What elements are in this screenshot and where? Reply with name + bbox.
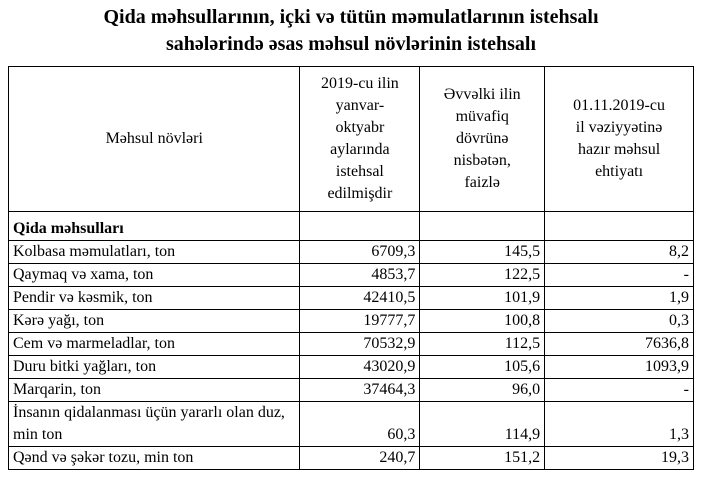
- table-row: Qənd və şəkər tozu, min ton 240,7 151,2 19,…: [7, 446, 694, 470]
- name-cell: Qaymaq və xama, ton: [7, 263, 301, 287]
- value-cell: 8,2: [544, 240, 694, 264]
- table-row: Marqarin, ton 37464,3 96,0-: [7, 378, 694, 402]
- name-cell: İnsanın qidalanması üçün yararlı olan du…: [7, 401, 301, 447]
- table-row: İnsanın qidalanması üçün yararlı olan du…: [7, 401, 694, 447]
- table-row: Qaymaq və xama, ton 4853,7 122,5-: [7, 263, 694, 287]
- header-cell: 01.11.2019-cu il vəziyyətinə hazır məhsul e…: [544, 66, 694, 212]
- section-label: Qida məhsulları: [7, 211, 301, 241]
- value-cell: 19777,7: [299, 309, 421, 333]
- table-row: Kərə yağı, ton 19777,7 100,8 0,3: [7, 309, 694, 333]
- value-cell: 42410,5: [299, 286, 421, 310]
- name-cell: Pendir və kəsmik, ton: [7, 286, 301, 310]
- page: Qida məhsullarının, içki və tütün məmula…: [0, 4, 702, 499]
- table-row: Kolbasa məmulatları, ton 6709,3 145,5 8,2: [7, 240, 694, 264]
- header-text: yanvar-: [335, 97, 385, 114]
- header-cell: 2019-cu ilin yanvar-oktyabr aylarında isteh…: [299, 66, 421, 212]
- value-cell: 122,5: [419, 263, 546, 287]
- value-cell: 105,6: [419, 355, 546, 379]
- value-cell: 112,5: [419, 332, 546, 356]
- name-cell: Marqarin, ton: [7, 378, 301, 402]
- name-cell: Qənd və şəkər tozu, min ton: [7, 446, 301, 470]
- value-cell: 1,9: [544, 286, 694, 310]
- value-cell: 240,7: [299, 446, 421, 470]
- value-cell: 151,2: [419, 446, 546, 470]
- value-cell: 0,3: [544, 309, 694, 333]
- value-cell: 6709,3: [299, 240, 421, 264]
- header-text: ehtiyatı: [595, 163, 644, 180]
- header-text: faizlə: [464, 174, 500, 191]
- value-cell: -: [544, 263, 694, 287]
- header-text: müvafiq: [455, 108, 509, 125]
- title: Qida məhsullarının, içki və tütün məmula…: [0, 4, 702, 62]
- header-text: Məhsul növləri: [105, 130, 203, 147]
- header-cell: Məhsul növləri: [7, 66, 301, 212]
- header-text: dövrünə: [456, 130, 509, 147]
- header-text: 2019-cu ilin: [321, 75, 399, 92]
- value-cell: 1093,9: [544, 355, 694, 379]
- header-text: edilmişdir: [327, 185, 393, 202]
- table: Məhsul növləri 2019-cu ilin yanvar-oktyabr…: [7, 66, 694, 470]
- header-text: hazır məhsul: [577, 141, 661, 158]
- table-row: Pendir və kəsmik, ton 42410,5 101,9 1,9: [7, 286, 694, 310]
- value-cell: -: [544, 378, 694, 402]
- header-text: oktyabr: [335, 119, 385, 136]
- title-line: Qida məhsullarının, içki və tütün məmula…: [103, 6, 599, 28]
- value-cell: 1,3: [544, 401, 694, 447]
- name-cell: Kərə yağı, ton: [7, 309, 301, 333]
- header-text: nisbətən,: [453, 152, 511, 169]
- value-cell: 96,0: [419, 378, 546, 402]
- value-cell: 114,9: [419, 401, 546, 447]
- value-cell: 7636,8: [544, 332, 694, 356]
- cell: [419, 211, 546, 241]
- value-cell: 43020,9: [299, 355, 421, 379]
- header-text: istehsal: [335, 163, 384, 180]
- cell: [299, 211, 421, 241]
- value-cell: 60,3: [299, 401, 421, 447]
- header-text: 01.11.2019-cu: [573, 97, 665, 114]
- name-cell: Duru bitki yağları, ton: [7, 355, 301, 379]
- value-cell: 145,5: [419, 240, 546, 264]
- cell: [544, 211, 694, 241]
- header-row: Məhsul növləri 2019-cu ilin yanvar-oktyabr…: [7, 66, 694, 212]
- value-cell: 100,8: [419, 309, 546, 333]
- title-line: sahələrində əsas məhsul növlərinin isteh…: [165, 33, 537, 55]
- table-row: Duru bitki yağları, ton 43020,9 105,6 1093,…: [7, 355, 694, 379]
- section-row: Qida məhsulları: [7, 211, 694, 241]
- value-cell: 4853,7: [299, 263, 421, 287]
- table-body: Qida məhsulları Kolbasa məmulatları, ton 6…: [7, 211, 694, 470]
- header-text: Əvvəlki ilin: [443, 86, 521, 103]
- header-text: il vəziyyətinə: [575, 119, 663, 136]
- value-cell: 70532,9: [299, 332, 421, 356]
- header-cell: Əvvəlki ilin müvafiq dövrünə nisbətən, faizl…: [419, 66, 546, 212]
- header-text: aylarında: [330, 141, 390, 158]
- table-row: Cem və marmeladlar, ton 70532,9 112,5 7636,…: [7, 332, 694, 356]
- value-cell: 19,3: [544, 446, 694, 470]
- value-cell: 37464,3: [299, 378, 421, 402]
- name-cell: Cem və marmeladlar, ton: [7, 332, 301, 356]
- name-cell: Kolbasa məmulatları, ton: [7, 240, 301, 264]
- value-cell: 101,9: [419, 286, 546, 310]
